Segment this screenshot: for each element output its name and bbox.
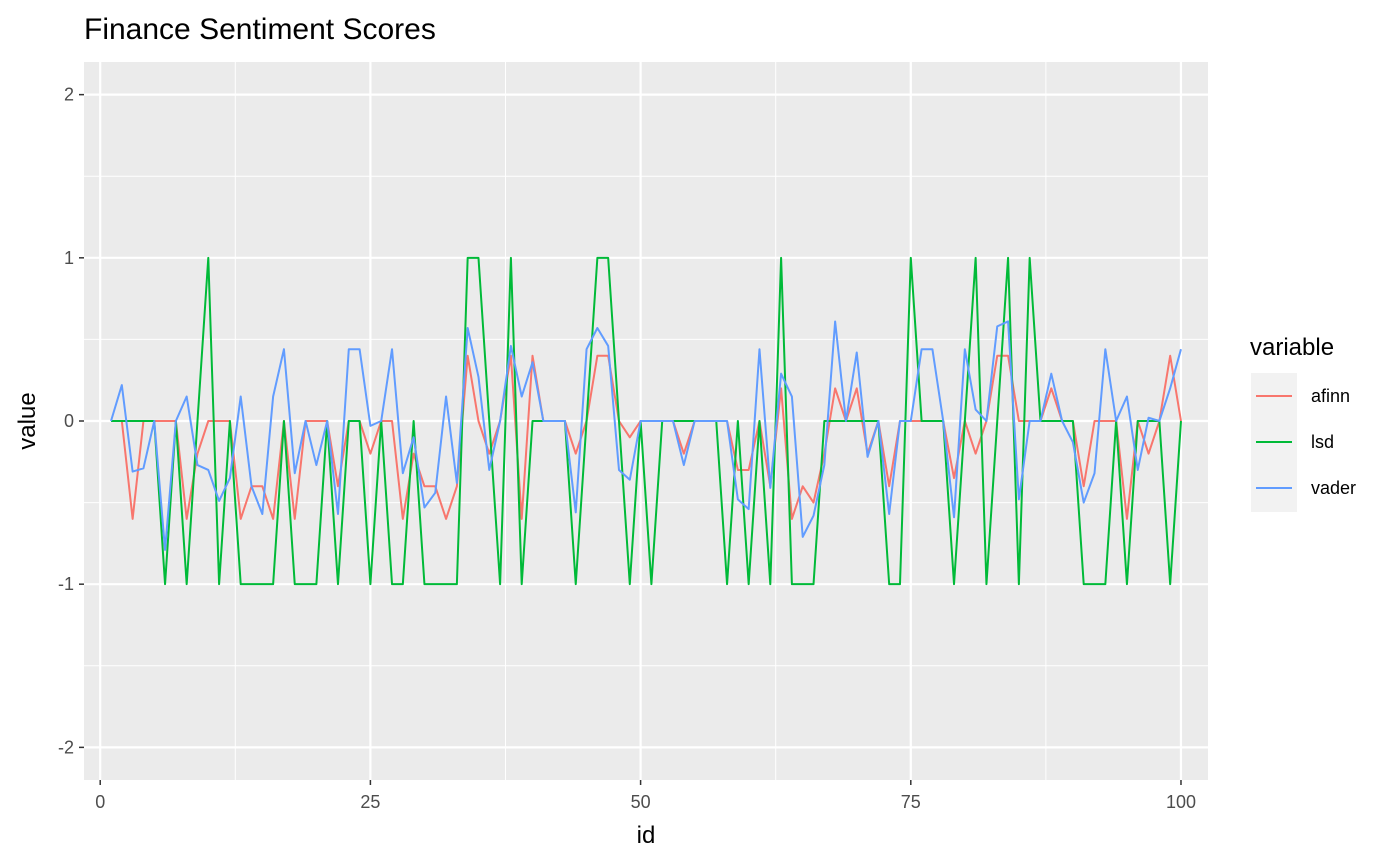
legend-label-vader: vader: [1311, 478, 1356, 498]
x-axis-title: id: [637, 822, 656, 849]
x-tick-label: 50: [631, 792, 651, 812]
series-line-vader: [110, 320, 1182, 551]
series-lines: [110, 256, 1182, 586]
x-tick-labels: 0 25 50 75 100: [95, 792, 1196, 812]
y-tick-label: 1: [64, 248, 74, 268]
series-line-lsd: [111, 256, 1182, 586]
y-tick-label: 2: [64, 85, 74, 105]
chart-title: Finance Sentiment Scores: [84, 13, 436, 46]
legend-title: variable: [1250, 334, 1334, 361]
legend-label-afinn: afinn: [1311, 386, 1350, 406]
legend: variable afinn lsd vader: [1250, 334, 1356, 512]
axis-ticks: [79, 93, 1182, 785]
x-tick-label: 25: [360, 792, 380, 812]
y-axis-title: value: [14, 392, 41, 449]
y-tick-labels: 2 1 0 -1 -2: [58, 85, 74, 758]
x-tick-label: 0: [95, 792, 105, 812]
y-tick-label: 0: [64, 411, 74, 431]
legend-label-lsd: lsd: [1311, 432, 1334, 452]
y-tick-label: -2: [58, 737, 74, 757]
x-tick-label: 100: [1166, 792, 1196, 812]
legend-items: afinn lsd vader: [1256, 386, 1356, 498]
x-tick-label: 75: [901, 792, 921, 812]
y-tick-label: -1: [58, 574, 74, 594]
